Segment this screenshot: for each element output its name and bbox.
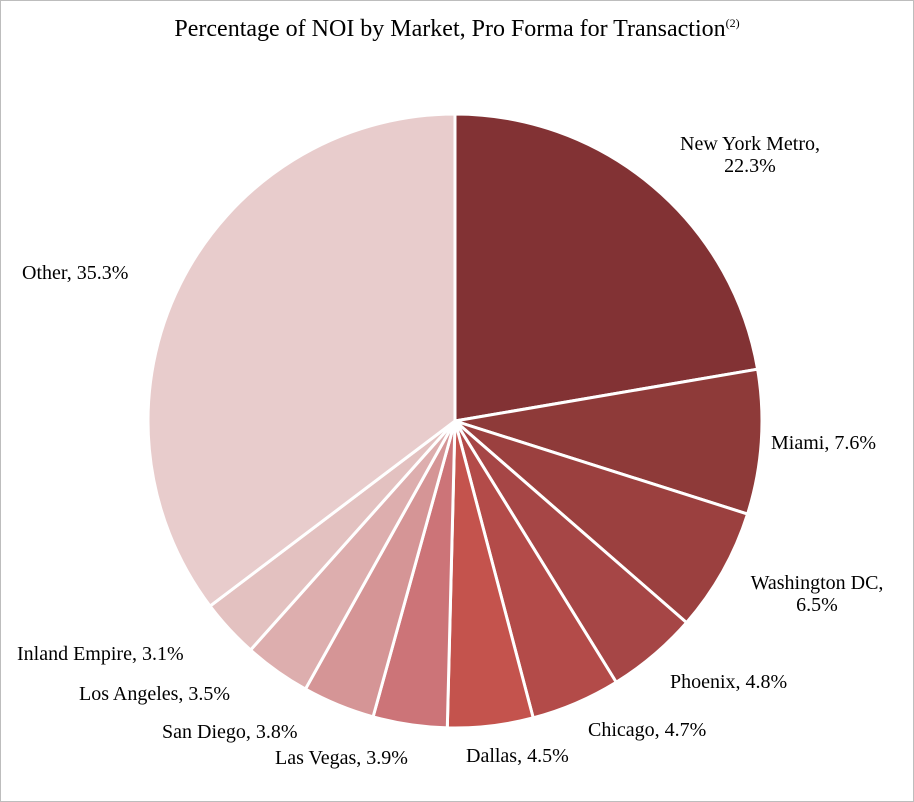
chart-title-footnote: (2) xyxy=(725,16,740,30)
pie-label-new-york-metro: New York Metro, 22.3% xyxy=(680,133,820,177)
pie-labels: New York Metro, 22.3% Miami, 7.6% Washingto… xyxy=(17,133,883,769)
pie-label-dallas: Dallas, 4.5% xyxy=(466,745,569,767)
pie-label-san-diego: San Diego, 3.8% xyxy=(162,721,298,743)
chart-title-text: Percentage of NOI by Market, Pro Forma f… xyxy=(174,16,726,42)
pie-label-inland-empire: Inland Empire, 3.1% xyxy=(17,643,184,665)
chart-title: Percentage of NOI by Market, Pro Forma f… xyxy=(0,16,914,43)
pie-slice-new-york-metro xyxy=(453,112,760,423)
pie-label-phoenix: Phoenix, 4.8% xyxy=(670,671,787,693)
pie-label-los-angeles: Los Angeles, 3.5% xyxy=(79,683,230,705)
pie-label-chicago: Chicago, 4.7% xyxy=(588,719,706,741)
pie-label-las-vegas: Las Vegas, 3.9% xyxy=(275,747,408,769)
pie-slices xyxy=(146,112,764,730)
pie-slice-washington-dc xyxy=(453,419,750,625)
pie-slice-miami xyxy=(453,367,764,516)
pie-label-washington-dc: Washington DC, 6.5% xyxy=(751,572,884,616)
pie-slice-other xyxy=(146,112,457,608)
pie-label-miami: Miami, 7.6% xyxy=(771,432,876,454)
pie-label-other: Other, 35.3% xyxy=(22,262,128,284)
